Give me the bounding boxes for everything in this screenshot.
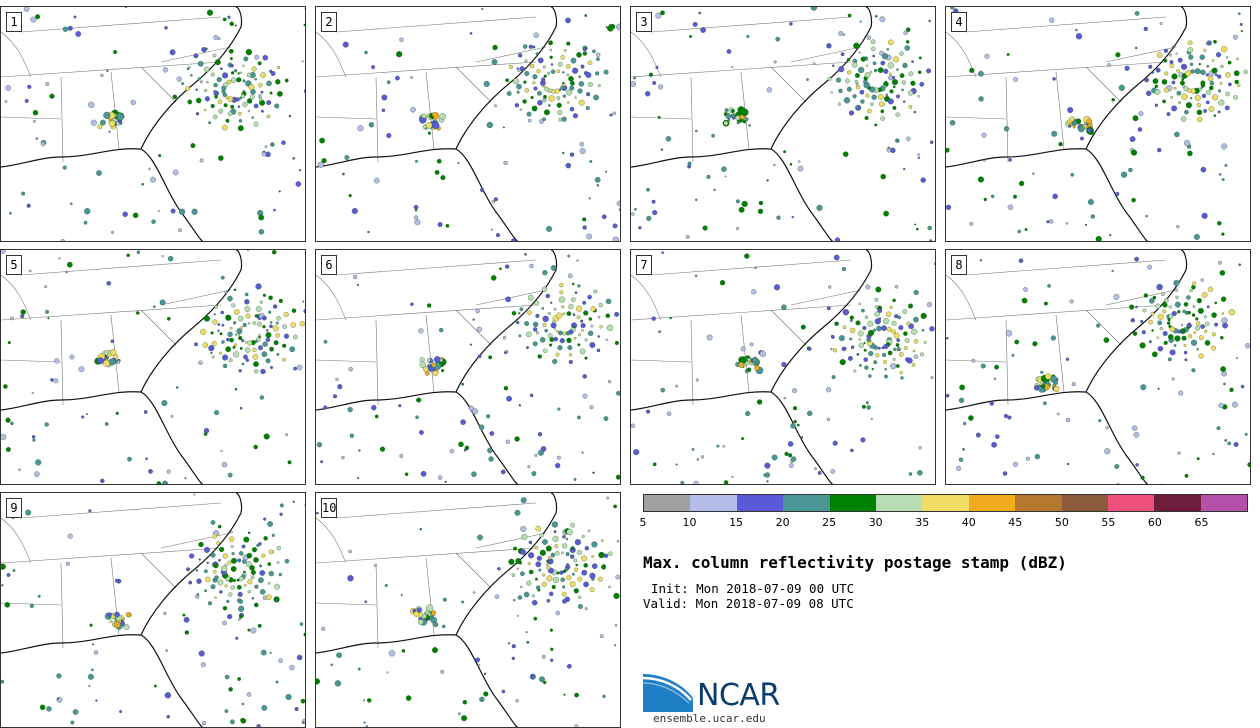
- map-graphic: [631, 7, 934, 241]
- ensemble-member-panel: 2: [315, 6, 621, 242]
- map-graphic: [1, 493, 305, 727]
- ensemble-member-panel: 6: [315, 249, 621, 485]
- colorbar-tick-label: 65: [1194, 516, 1209, 529]
- colorbar-tick-label: 30: [868, 516, 883, 529]
- init-time: Init: Mon 2018-07-09 00 UTC: [651, 581, 855, 596]
- ensemble-member-panel: 4: [945, 6, 1251, 242]
- colorbar-tick-label: 15: [729, 516, 744, 529]
- colorbar-cell: [875, 495, 923, 511]
- ncar-logo-icon: [643, 674, 693, 712]
- colorbar-tick-label: 45: [1008, 516, 1023, 529]
- member-number: 5: [6, 255, 22, 275]
- ensemble-member-panel: 7: [630, 249, 936, 485]
- colorbar-tick-label: 50: [1054, 516, 1069, 529]
- member-number: 8: [951, 255, 967, 275]
- member-number: 1: [6, 12, 22, 32]
- ncar-url: ensemble.ucar.edu: [653, 712, 766, 725]
- colorbar-tick-label: 60: [1147, 516, 1162, 529]
- reflectivity-colorbar: [643, 494, 1248, 512]
- colorbar-cell: [829, 495, 876, 511]
- member-number: 3: [636, 12, 652, 32]
- colorbar-cell: [783, 495, 830, 511]
- valid-time: Valid: Mon 2018-07-09 08 UTC: [643, 596, 854, 611]
- ensemble-member-panel: 9: [0, 492, 306, 728]
- map-graphic: [1, 7, 305, 241]
- colorbar-cell: [1107, 495, 1155, 511]
- colorbar-cell: [690, 495, 737, 511]
- map-graphic: [316, 250, 620, 484]
- colorbar-cell: [1061, 495, 1108, 511]
- colorbar-cell: [644, 495, 691, 511]
- colorbar-tick-labels: 5 10 15 20 25 30 35 40 45 50 55 60 65: [639, 516, 1248, 530]
- colorbar-tick-label: 5: [639, 516, 647, 529]
- ensemble-member-panel: 10: [315, 492, 621, 728]
- plot-title: Max. column reflectivity postage stamp (…: [643, 553, 1067, 572]
- colorbar-tick-label: 35: [915, 516, 930, 529]
- colorbar-tick-label: 20: [775, 516, 790, 529]
- colorbar-tick-label: 10: [682, 516, 697, 529]
- colorbar-cell: [1200, 495, 1248, 511]
- ensemble-member-panel: 5: [0, 249, 306, 485]
- map-graphic: [1, 250, 305, 484]
- member-number: 2: [321, 12, 337, 32]
- member-number: 7: [636, 255, 652, 275]
- member-number: 6: [321, 255, 337, 275]
- map-graphic: [316, 493, 620, 727]
- colorbar-tick-label: 40: [961, 516, 976, 529]
- colorbar-cell: [1154, 495, 1201, 511]
- map-graphic: [946, 7, 1248, 241]
- map-graphic: [631, 250, 935, 484]
- map-graphic: [316, 7, 620, 241]
- member-number: 10: [321, 498, 337, 518]
- ensemble-member-panel: 8: [945, 249, 1251, 485]
- colorbar-cell: [1015, 495, 1062, 511]
- member-number: 4: [951, 12, 967, 32]
- ensemble-member-panel: 1: [0, 6, 306, 242]
- colorbar-tick-label: 55: [1101, 516, 1116, 529]
- ensemble-member-panel: 3: [630, 6, 936, 242]
- colorbar-cell: [736, 495, 784, 511]
- colorbar-tick-label: 25: [822, 516, 837, 529]
- colorbar-cell: [968, 495, 1016, 511]
- map-graphic: [946, 250, 1250, 484]
- ncar-logo-text: NCAR: [697, 678, 780, 713]
- colorbar-cell: [922, 495, 969, 511]
- member-number: 9: [6, 498, 22, 518]
